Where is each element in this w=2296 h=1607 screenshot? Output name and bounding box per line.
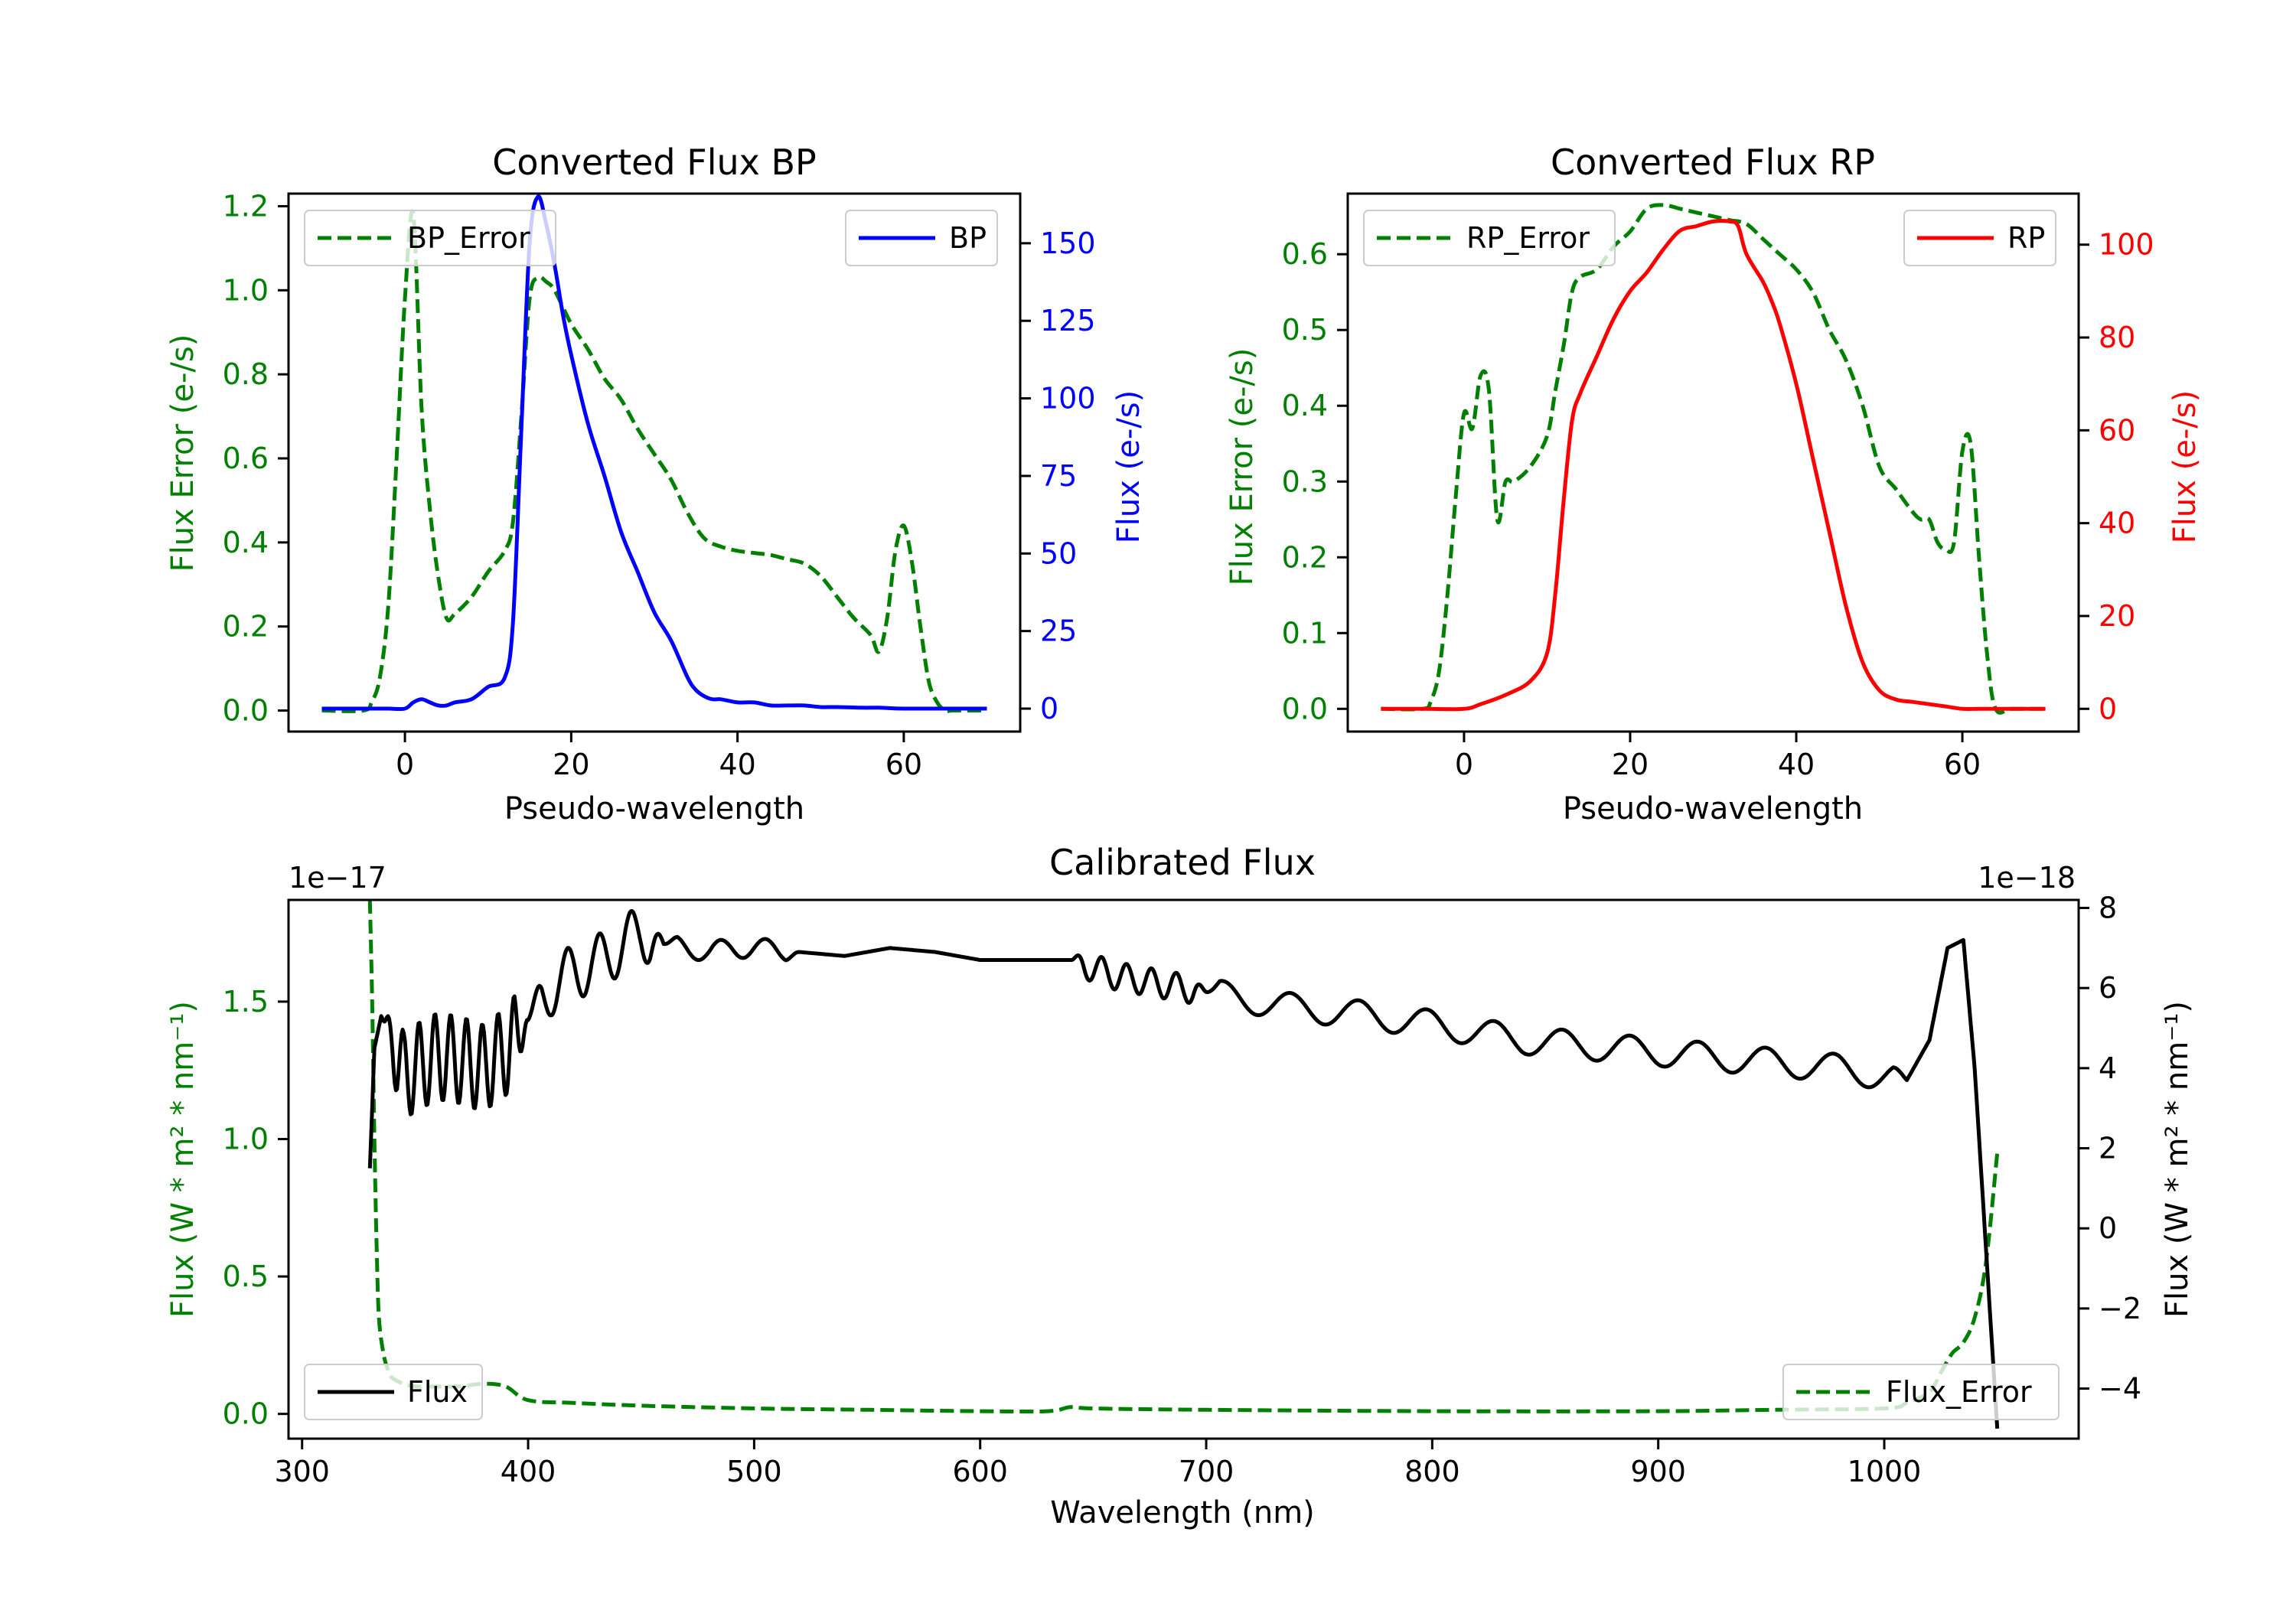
cal-ytick-left-label: 1.0 — [223, 1122, 269, 1156]
rp-legend-left-label: RP_Error — [1466, 221, 1590, 255]
rp-ytick-left-label: 0.4 — [1282, 389, 1328, 422]
bp-ytick-right-label: 75 — [1040, 459, 1077, 493]
rp-ylabel-right: Flux (e-/s) — [2167, 390, 2203, 543]
cal-ytick-right-label: 2 — [2099, 1132, 2117, 1165]
cal-xtick-label: 500 — [726, 1455, 782, 1488]
bp-ytick-left-label: 0.8 — [223, 357, 269, 391]
bp-ylabel-right: Flux (e-/s) — [1111, 390, 1146, 543]
rp-ylabel-left: Flux Error (e-/s) — [1225, 348, 1260, 586]
cal-xtick-label: 700 — [1179, 1455, 1234, 1488]
bp-ytick-left-label: 0.0 — [223, 694, 269, 728]
rp-xtick-label: 40 — [1778, 748, 1815, 781]
rp-xtick-label: 60 — [1944, 748, 1981, 781]
cal-legend-left: Flux — [304, 1364, 483, 1420]
cal-title: Calibrated Flux — [1049, 842, 1316, 883]
rp-xtick-label: 20 — [1612, 748, 1649, 781]
bp-legend-right: BP — [845, 210, 998, 266]
rp-chart: Converted Flux RP 0 20 40 60 0.0 0.1 0.2 0.3 0.4… — [1225, 142, 2203, 826]
rp-ytick-left-label: 0.0 — [1282, 692, 1328, 725]
rp-ytick-right-label: 20 — [2099, 599, 2135, 633]
cal-ytick-right-label: −4 — [2099, 1372, 2141, 1406]
bp-legend-left-box — [304, 210, 556, 266]
cal-offset-left: 1e−17 — [289, 861, 386, 895]
rp-xlabel: Pseudo-wavelength — [1563, 791, 1863, 826]
bp-title: Converted Flux BP — [492, 142, 817, 183]
bp-xtick-label: 40 — [719, 748, 755, 781]
cal-ytick-right-label: 6 — [2099, 971, 2117, 1005]
rp-ytick-right-label: 80 — [2099, 321, 2135, 354]
rp-ytick-left-label: 0.1 — [1282, 616, 1328, 650]
rp-ytick-left-label: 0.3 — [1282, 464, 1328, 498]
cal-xtick-label: 300 — [274, 1455, 330, 1488]
cal-ytick-right-label: 0 — [2099, 1211, 2117, 1245]
bp-ytick-left-label: 0.2 — [223, 610, 269, 644]
rp-legend-right: RP — [1903, 210, 2056, 266]
cal-chart: Calibrated Flux 1e−17 1e−18 300 400 500 600… — [165, 842, 2195, 1530]
cal-legend-right: Flux_Error — [1782, 1364, 2060, 1420]
cal-ytick-right-label: −2 — [2099, 1292, 2141, 1325]
rp-xtick-label: 0 — [1455, 748, 1473, 781]
bp-ytick-right-label: 150 — [1040, 227, 1096, 260]
bp-legend-left-label: BP_Error — [407, 221, 530, 255]
bp-plot-area: 0 20 40 60 0.0 0.2 0.4 0.6 0.8 1.0 1.2 0 25 50 75 100 12… — [223, 189, 1096, 781]
cal-flux-line — [367, 909, 2000, 1429]
bp-xtick-label: 20 — [553, 748, 589, 781]
cal-legend-left-label: Flux — [407, 1375, 468, 1409]
rp-error-line — [1381, 203, 2046, 715]
rp-ytick-left-label: 0.2 — [1282, 540, 1328, 574]
rp-plot-area: 0 20 40 60 0.0 0.1 0.2 0.3 0.4 0.5 0.6 0 20 40 60 80 100 — [1282, 192, 2154, 781]
cal-axes-frame — [287, 898, 2080, 1440]
bp-ytick-right-label: 125 — [1040, 304, 1096, 337]
rp-flux-line — [1381, 219, 2046, 712]
cal-ytick-left-label: 0.5 — [223, 1260, 269, 1293]
rp-axes-frame — [1346, 192, 2080, 733]
bp-xtick-label: 0 — [396, 748, 414, 781]
cal-plot-area: 300 400 500 600 700 800 900 1000 0.0 0.5 1.0 1.5 −4 −… — [223, 891, 2141, 1488]
bp-xtick-label: 60 — [885, 748, 922, 781]
cal-xtick-label: 900 — [1630, 1455, 1686, 1488]
cal-xtick-label: 600 — [952, 1455, 1008, 1488]
cal-xtick-label: 400 — [501, 1455, 556, 1488]
rp-ytick-right-label: 100 — [2099, 228, 2154, 262]
cal-xlabel: Wavelength (nm) — [1050, 1495, 1315, 1530]
bp-legend-left: BP_Error — [304, 210, 556, 266]
bp-ytick-right-label: 50 — [1040, 536, 1077, 570]
cal-ytick-right-label: 8 — [2099, 891, 2117, 924]
rp-legend-left: RP_Error — [1363, 210, 1616, 266]
cal-offset-right: 1e−18 — [1978, 861, 2076, 895]
bp-ytick-right-label: 100 — [1040, 382, 1096, 416]
rp-ytick-right-label: 60 — [2099, 413, 2135, 447]
cal-legend-right-box — [1782, 1364, 2060, 1420]
cal-xtick-label: 1000 — [1848, 1455, 1922, 1488]
bp-ytick-left-label: 1.0 — [223, 273, 269, 307]
cal-ytick-left-label: 0.0 — [223, 1397, 269, 1431]
rp-ytick-right-label: 40 — [2099, 507, 2135, 540]
bp-ytick-left-label: 1.2 — [223, 189, 269, 223]
rp-ytick-left-label: 0.5 — [1282, 313, 1328, 347]
bp-chart: Converted Flux BP 0 20 40 60 0.0 0.2 0.4 0.6 0.8… — [165, 142, 1146, 826]
bp-axes-frame — [287, 192, 1022, 733]
bp-ytick-right-label: 0 — [1040, 692, 1058, 725]
rp-title: Converted Flux RP — [1551, 142, 1875, 183]
cal-ytick-right-label: 4 — [2099, 1051, 2117, 1085]
cal-ylabel-right: Flux (W * m² * nm⁻¹) — [2160, 1001, 2195, 1318]
bp-ytick-left-label: 0.4 — [223, 526, 269, 559]
cal-ytick-left-label: 1.5 — [223, 985, 269, 1019]
rp-legend-right-label: RP — [2007, 221, 2045, 255]
bp-legend-right-label: BP — [949, 221, 987, 255]
bp-flux-line — [321, 194, 987, 712]
bp-xlabel: Pseudo-wavelength — [504, 791, 804, 826]
rp-ytick-right-label: 0 — [2099, 692, 2117, 725]
cal-xtick-label: 800 — [1404, 1455, 1460, 1488]
cal-legend-right-label: Flux_Error — [1886, 1375, 2032, 1409]
rp-legend-left-box — [1363, 210, 1616, 266]
bp-ytick-right-label: 25 — [1040, 614, 1077, 648]
rp-ytick-left-label: 0.6 — [1282, 237, 1328, 271]
bp-ytick-left-label: 0.6 — [223, 442, 269, 475]
cal-ylabel-left: Flux (W * m² * nm⁻¹) — [165, 1001, 201, 1318]
bp-ylabel-left: Flux Error (e-/s) — [165, 334, 201, 572]
